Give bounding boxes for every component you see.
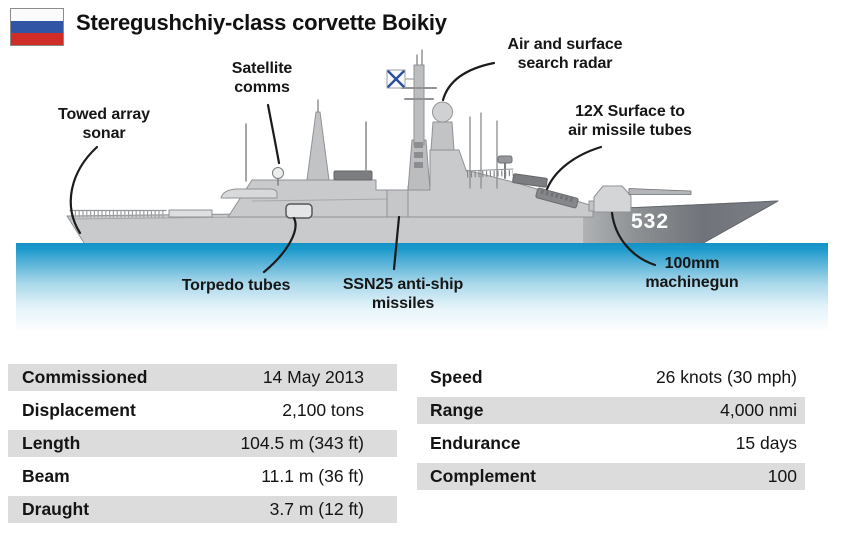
spec-value: 2,100 tons (282, 400, 364, 420)
gun-barrel (628, 188, 692, 195)
sam-tubes (535, 187, 579, 209)
spec-table-left: Commissioned 14 May 2013 Displacement 2,… (8, 364, 397, 529)
callout-torpedo-tubes: Torpedo tubes (181, 277, 291, 294)
spec-value: 15 days (735, 433, 797, 453)
spec-row: Range 4,000 nmi (417, 397, 805, 424)
ship-illustration (16, 49, 828, 332)
spec-value: 104.5 m (343 ft) (240, 433, 364, 453)
spec-label: Displacement (22, 400, 136, 420)
spec-label: Range (430, 400, 484, 420)
spec-value: 26 knots (30 mph) (655, 367, 797, 387)
spec-value: 4,000 nmi (720, 400, 797, 420)
spec-value: 11.1 m (36 ft) (261, 466, 364, 486)
spec-row: Commissioned 14 May 2013 (8, 364, 397, 391)
spec-label: Draught (22, 499, 90, 519)
callout-towed-array-sonar: Towed array sonar (58, 106, 150, 142)
spec-label: Complement (430, 466, 536, 486)
gun-turret (593, 185, 632, 213)
satellite-comms-dome (272, 167, 284, 179)
spec-label: Length (22, 433, 81, 453)
callout-ssn25-missiles: SSN25 anti-ship missiles (342, 276, 464, 312)
pyramid-mast (306, 111, 330, 181)
spec-label: Beam (22, 466, 70, 486)
russian-flag-icon (10, 8, 64, 46)
callout-satellite-comms: Satellite comms (231, 60, 293, 96)
radar-dome (432, 101, 453, 123)
spec-row: Displacement 2,100 tons (8, 397, 397, 424)
spec-row: Speed 26 knots (30 mph) (417, 364, 805, 391)
water (16, 243, 828, 332)
spec-row: Draught 3.7 m (12 ft) (8, 496, 397, 523)
spec-label: Speed (430, 367, 483, 387)
naval-ensign-icon (386, 69, 406, 89)
spec-value: 100 (767, 466, 797, 486)
torpedo-hatch (285, 203, 313, 219)
hull-number: 532 (630, 210, 670, 233)
bow-section (583, 201, 778, 246)
spec-label: Endurance (430, 433, 521, 453)
spec-row: Beam 11.1 m (36 ft) (8, 463, 397, 490)
callout-sam-tubes: 12X Surface to air missile tubes (568, 103, 692, 139)
callout-lines (69, 61, 657, 274)
callout-search-radar: Air and surface search radar (507, 36, 623, 72)
spec-value: 3.7 m (12 ft) (269, 499, 364, 519)
spec-table-right: Speed 26 knots (30 mph) Range 4,000 nmi … (417, 364, 805, 496)
spec-row: Endurance 15 days (417, 430, 805, 457)
spec-label: Commissioned (22, 367, 148, 387)
spec-row: Complement 100 (417, 463, 805, 490)
spec-value: 14 May 2013 (262, 367, 364, 387)
page-title: Steregushchiy-class corvette Boikiy (76, 10, 447, 35)
callout-100mm-gun: 100mm machinegun (645, 255, 739, 291)
spec-row: Length 104.5 m (343 ft) (8, 430, 397, 457)
